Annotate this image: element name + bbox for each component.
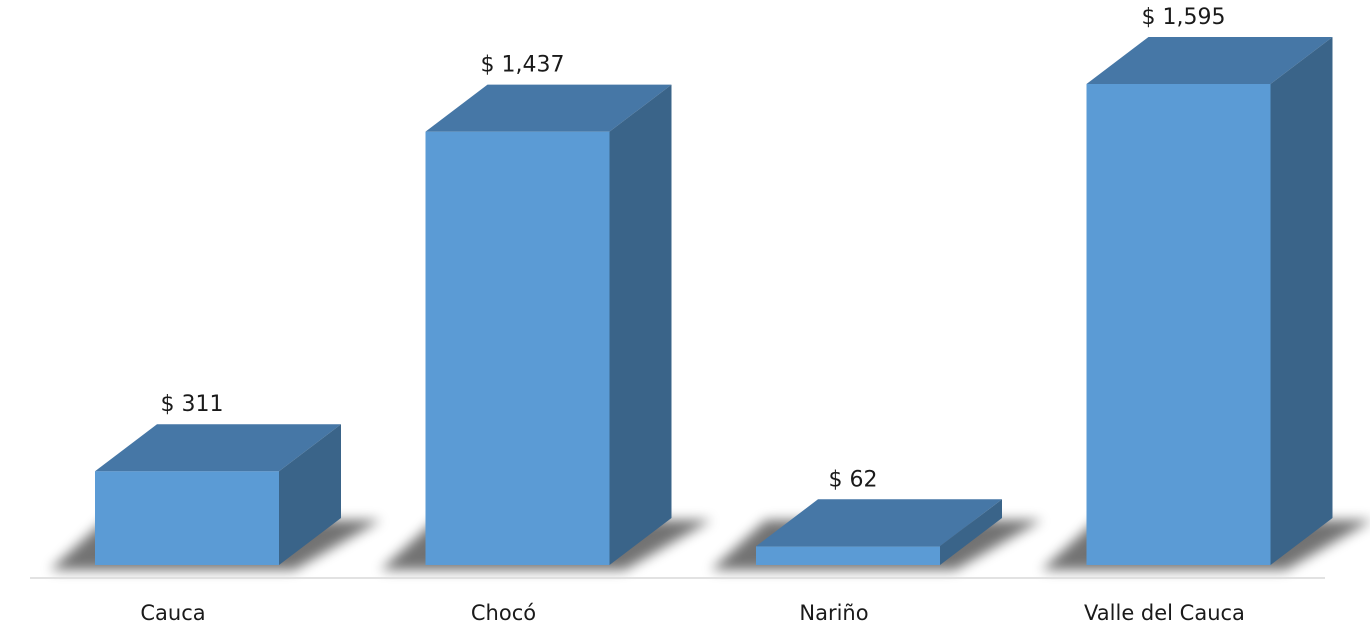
bar-top-cauca [95, 424, 341, 472]
bar-side-valle-del-cauca [1270, 37, 1333, 565]
bar-front-narino [756, 546, 940, 565]
bar-narino [756, 499, 1002, 565]
bar-side-choco [609, 84, 672, 566]
category-label-narino: Nariño [799, 601, 868, 625]
bar-choco [425, 84, 672, 566]
bar-top-valle-del-cauca [1086, 37, 1333, 84]
category-label-valle-del-cauca: Valle del Cauca [1084, 601, 1245, 625]
category-label-choco: Chocó [471, 601, 536, 625]
bar-side-narino [940, 499, 1002, 565]
data-label-valle-del-cauca: $ 1,595 [1142, 5, 1226, 30]
bar-top-choco [425, 84, 672, 132]
data-label-choco: $ 1,437 [481, 53, 565, 78]
bar-front-valle-del-cauca [1086, 84, 1271, 565]
data-label-cauca: $ 311 [161, 392, 224, 417]
bars-layer [95, 37, 1333, 566]
bar-valle-del-cauca [1086, 37, 1333, 565]
bar-side-cauca [279, 424, 341, 565]
bar-cauca [95, 424, 341, 565]
bar-front-choco [425, 131, 610, 565]
data-label-narino: $ 62 [829, 467, 878, 492]
category-label-cauca: Cauca [140, 601, 205, 625]
labels-layer: $ 311 Cauca $ 1,437 Chocó $ 62 Nariño $ 1,595 V… [140, 5, 1245, 625]
bar-front-cauca [95, 471, 279, 565]
bar-top-narino [756, 499, 1002, 547]
